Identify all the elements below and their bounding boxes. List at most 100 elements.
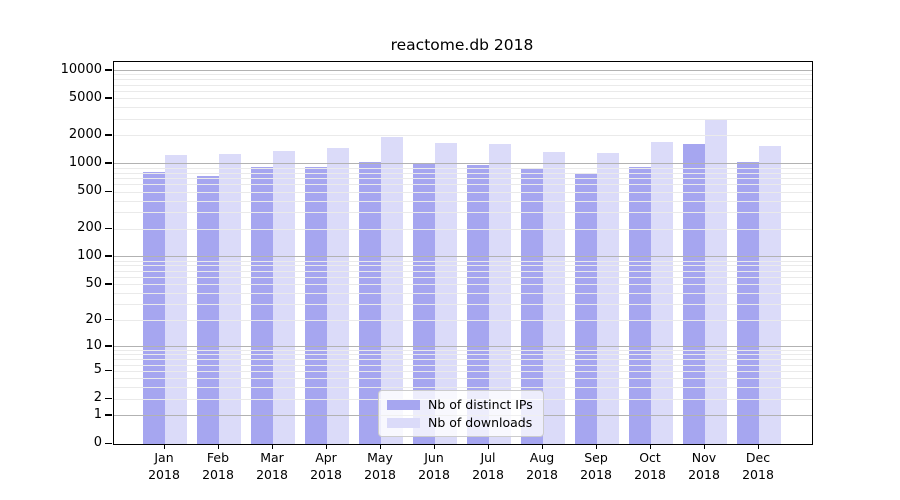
y-tick-mark-1000 bbox=[105, 162, 112, 164]
x-tick-label-apr: Apr 2018 bbox=[310, 450, 342, 482]
y-tick-label-1: 1 bbox=[93, 406, 102, 422]
x-tick-label-sep: Sep 2018 bbox=[580, 450, 612, 482]
major-gridline-100 bbox=[114, 256, 812, 258]
minor-gridline-300 bbox=[114, 212, 812, 214]
minor-gridline-7 bbox=[114, 359, 812, 361]
legend-item-downloads: Nb of downloads bbox=[379, 414, 543, 430]
y-tick-mark-5000 bbox=[105, 97, 112, 99]
minor-gridline-500 bbox=[114, 191, 812, 193]
minor-gridline-20 bbox=[114, 320, 812, 322]
bar-distinct-ips-may bbox=[359, 161, 381, 444]
x-tick-label-jun: Jun 2018 bbox=[418, 450, 450, 482]
bar-downloads-jul bbox=[489, 144, 511, 444]
y-tick-mark-10000 bbox=[105, 69, 112, 71]
y-tick-label-2000: 2000 bbox=[68, 126, 102, 142]
x-tick-label-may: May 2018 bbox=[364, 450, 396, 482]
y-tick-label-0: 0 bbox=[93, 435, 102, 450]
y-tick-label-5000: 5000 bbox=[68, 89, 102, 105]
bar-distinct-ips-apr bbox=[305, 166, 327, 444]
chart-title: reactome.db 2018 bbox=[390, 36, 534, 54]
legend-label-distinct-ips: Nb of distinct IPs bbox=[428, 396, 533, 412]
bar-downloads-apr bbox=[327, 148, 349, 444]
minor-gridline-8000 bbox=[114, 79, 812, 81]
y-tick-mark-200 bbox=[105, 227, 112, 229]
y-tick-label-5: 5 bbox=[93, 362, 102, 378]
minor-gridline-800 bbox=[114, 172, 812, 174]
y-tick-mark-500 bbox=[105, 190, 112, 192]
bar-downloads-oct bbox=[651, 141, 673, 444]
bar-distinct-ips-sep bbox=[575, 173, 597, 444]
minor-gridline-600 bbox=[114, 184, 812, 186]
y-tick-label-1000: 1000 bbox=[68, 154, 102, 170]
x-tick-label-dec: Dec 2018 bbox=[742, 450, 774, 482]
x-tick-label-feb: Feb 2018 bbox=[202, 450, 234, 482]
minor-gridline-900 bbox=[114, 167, 812, 169]
minor-gridline-90 bbox=[114, 260, 812, 262]
y-tick-mark-0 bbox=[105, 442, 112, 444]
legend-item-distinct-ips: Nb of distinct IPs bbox=[379, 396, 543, 412]
bar-downloads-may bbox=[381, 136, 403, 444]
minor-gridline-30 bbox=[114, 304, 812, 306]
bar-distinct-ips-aug bbox=[521, 168, 543, 444]
y-tick-label-20: 20 bbox=[85, 311, 102, 327]
minor-gridline-3000 bbox=[114, 118, 812, 120]
bar-downloads-mar bbox=[273, 150, 295, 444]
x-tick-mark-oct bbox=[649, 444, 651, 449]
bar-distinct-ips-jun bbox=[413, 163, 435, 444]
y-tick-mark-5 bbox=[105, 369, 112, 372]
bar-distinct-ips-dec bbox=[737, 162, 759, 444]
x-tick-mark-jan bbox=[163, 444, 165, 449]
minor-gridline-40 bbox=[114, 292, 812, 294]
legend: Nb of distinct IPs Nb of downloads bbox=[378, 390, 544, 437]
bar-distinct-ips-mar bbox=[251, 166, 273, 444]
minor-gridline-60 bbox=[114, 276, 812, 278]
major-gridline-10 bbox=[114, 346, 812, 348]
minor-gridline-6000 bbox=[114, 90, 812, 92]
y-tick-label-10: 10 bbox=[85, 337, 102, 353]
minor-gridline-5000 bbox=[114, 98, 812, 100]
bar-distinct-ips-feb bbox=[197, 175, 219, 444]
minor-gridline-9000 bbox=[114, 74, 812, 76]
legend-swatch-distinct-ips bbox=[387, 399, 420, 410]
x-tick-mark-aug bbox=[541, 444, 543, 449]
y-tick-mark-2000 bbox=[105, 134, 112, 136]
bar-distinct-ips-oct bbox=[629, 166, 651, 444]
minor-gridline-6 bbox=[114, 364, 812, 366]
minor-gridline-4000 bbox=[114, 107, 812, 109]
y-tick-mark-2 bbox=[105, 397, 112, 400]
x-tick-label-jan: Jan 2018 bbox=[148, 450, 180, 482]
x-tick-label-mar: Mar 2018 bbox=[256, 450, 288, 482]
x-tick-label-aug: Aug 2018 bbox=[526, 450, 558, 482]
x-tick-mark-dec bbox=[757, 444, 759, 449]
minor-gridline-200 bbox=[114, 228, 812, 230]
x-tick-mark-may bbox=[379, 444, 381, 449]
y-tick-label-500: 500 bbox=[77, 183, 102, 199]
minor-gridline-50 bbox=[114, 284, 812, 286]
y-tick-mark-1 bbox=[105, 414, 112, 416]
legend-swatch-downloads bbox=[387, 417, 420, 428]
x-tick-label-jul: Jul 2018 bbox=[472, 450, 504, 482]
minor-gridline-700 bbox=[114, 177, 812, 179]
minor-gridline-70 bbox=[114, 270, 812, 272]
bar-downloads-dec bbox=[759, 146, 781, 444]
x-tick-mark-feb bbox=[217, 444, 219, 449]
plot-area bbox=[113, 61, 813, 445]
y-tick-label-200: 200 bbox=[77, 220, 102, 236]
y-tick-mark-10 bbox=[105, 345, 112, 347]
major-gridline-1000 bbox=[114, 163, 812, 165]
x-tick-label-oct: Oct 2018 bbox=[634, 450, 666, 482]
x-tick-mark-apr bbox=[325, 444, 327, 449]
x-tick-mark-jun bbox=[433, 444, 435, 449]
x-tick-label-nov: Nov 2018 bbox=[688, 450, 720, 482]
x-tick-mark-jul bbox=[487, 444, 489, 449]
minor-gridline-5 bbox=[114, 370, 812, 372]
legend-label-downloads: Nb of downloads bbox=[428, 414, 533, 430]
gridlines-layer bbox=[114, 62, 812, 444]
y-tick-label-100: 100 bbox=[77, 247, 102, 263]
y-tick-mark-20 bbox=[105, 319, 112, 321]
minor-gridline-2000 bbox=[114, 135, 812, 137]
y-tick-mark-100 bbox=[105, 255, 112, 257]
x-tick-mark-nov bbox=[703, 444, 705, 449]
minor-gridline-80 bbox=[114, 265, 812, 267]
